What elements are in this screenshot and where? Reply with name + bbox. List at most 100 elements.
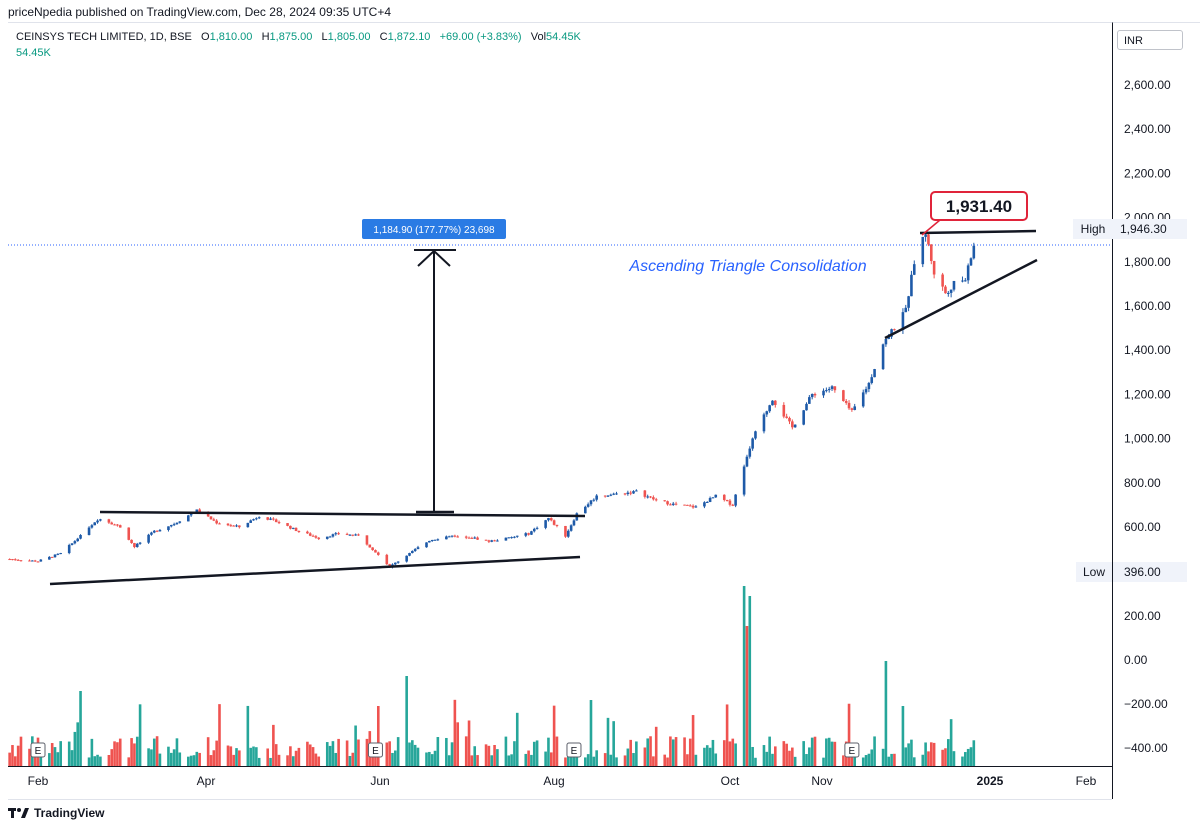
earnings-marker[interactable] [566,742,582,758]
candle-body [881,344,885,370]
volume-bar [385,742,389,766]
earnings-marker-label: E [571,746,578,757]
volume-bar [652,756,655,766]
volume-bar [405,676,408,766]
candle-body [348,534,352,536]
candle-body [93,522,97,526]
candle-body [235,525,238,527]
candle-body [532,528,536,532]
plot-area[interactable] [8,22,1112,800]
candle-body [515,535,519,537]
candle-body [734,494,737,506]
volume-bar [924,742,927,766]
volume-bar [822,757,825,766]
volume-bar [921,754,925,766]
candle-body [331,534,335,537]
volume-bar [169,752,173,766]
volume-bar [53,747,57,766]
candle-body [411,551,414,554]
candle-body [487,540,491,542]
volume-bar [524,753,528,766]
candle-body [325,536,329,539]
earnings-marker[interactable] [844,742,860,758]
candle-body [493,540,496,542]
volume-bar [893,753,896,766]
volume-bar [297,747,301,766]
pattern-label: Ascending Triangle Consolidation [628,258,866,275]
candle-body [257,517,261,519]
volume-bar [447,755,451,766]
tradingview-logo-icon [8,808,29,818]
volume-bar [467,720,471,766]
candle-body [490,540,494,542]
volume-bar [235,748,238,766]
earnings-marker[interactable] [30,742,46,758]
volume-bar [48,753,51,766]
candle-body [966,265,970,281]
volume-bar [635,741,638,766]
candle-body [513,536,516,538]
time-tick-label: Apr [197,774,216,788]
volume-bar [257,757,261,766]
candle-body [238,525,241,528]
volume-bar [808,747,811,766]
close-value: 1,872.10 [387,31,431,43]
volume-bar [79,691,82,766]
time-tick-label: Nov [811,774,832,788]
candle-body [425,542,428,548]
volume-bar [249,747,252,766]
candle-body [603,495,607,497]
volume-bar [609,754,613,766]
volume-bar [547,737,550,766]
candle-body [785,416,788,418]
candle-body [643,490,647,497]
candle-body [842,390,845,402]
candle-body [683,504,686,506]
volume-bar [584,757,587,766]
candle-body [334,533,338,535]
volume-bar [586,754,590,766]
time-tick-label: Feb [28,774,49,788]
candle-body [473,537,477,539]
volume-bar [150,749,153,766]
candle-body [566,530,570,537]
volume-bar [527,750,530,766]
price-scale[interactable] [1112,22,1200,799]
candle-body [964,280,967,282]
candle-body [354,534,357,536]
candle-body [175,522,179,525]
high-tag-label: High [1081,222,1106,236]
volume-bar [830,741,834,766]
volume-bar [135,736,139,766]
candle-body [96,520,99,523]
candle-body [932,260,936,275]
volume-bar [842,755,845,766]
volume-bar [870,749,874,766]
candle-body [169,525,173,527]
volume-bar [56,752,60,766]
triangle-upper-line [919,229,1037,235]
candle-body [405,555,408,562]
candle-body [73,541,77,544]
volume-bar [705,745,709,766]
earnings-marker[interactable] [367,742,383,758]
volume-bar [964,752,967,766]
candle-body [711,497,715,499]
volume-bar [654,726,658,766]
candle-body [748,448,752,457]
volume-bar [555,736,559,766]
candle-body [714,494,718,498]
candle-body [745,456,749,467]
volume-bar [881,748,885,766]
volume-bar [266,748,270,766]
candle-body [229,525,233,527]
currency-selector[interactable]: INR [1117,30,1183,50]
candle-body [70,543,74,545]
candle-body [277,522,281,524]
volume-bar [113,741,116,766]
volume-bar [791,747,794,766]
volume-bar [910,739,913,766]
candle-body [178,521,182,523]
